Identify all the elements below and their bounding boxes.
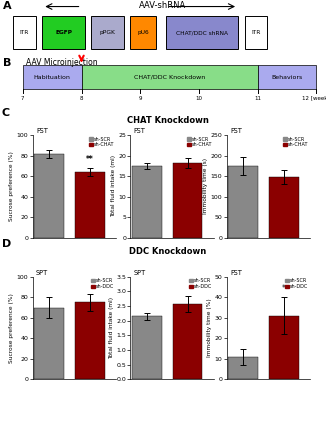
Bar bbox=[132, 317, 162, 379]
Bar bbox=[75, 172, 105, 238]
Text: FST: FST bbox=[134, 128, 146, 134]
FancyBboxPatch shape bbox=[166, 17, 238, 49]
Legend: sh-SCR, sh-CHAT: sh-SCR, sh-CHAT bbox=[88, 136, 115, 148]
Bar bbox=[229, 166, 258, 238]
Text: 9: 9 bbox=[139, 96, 142, 101]
Text: 8: 8 bbox=[80, 96, 83, 101]
Bar bbox=[269, 316, 299, 379]
FancyBboxPatch shape bbox=[5, 108, 326, 134]
Text: B: B bbox=[3, 58, 12, 68]
Text: C: C bbox=[2, 108, 10, 118]
Legend: sh-SCR, sh-DDC: sh-SCR, sh-DDC bbox=[90, 277, 115, 290]
FancyBboxPatch shape bbox=[130, 17, 156, 49]
Y-axis label: Total fluid intake (ml): Total fluid intake (ml) bbox=[111, 155, 116, 218]
Legend: sh-SCR, sh-CHAT: sh-SCR, sh-CHAT bbox=[282, 136, 309, 148]
Text: 11: 11 bbox=[254, 96, 261, 101]
Legend: sh-SCR, sh-DDC: sh-SCR, sh-DDC bbox=[284, 277, 309, 290]
Legend: sh-SCR, sh-CHAT: sh-SCR, sh-CHAT bbox=[186, 136, 213, 148]
Text: FST: FST bbox=[230, 128, 242, 134]
Text: FST: FST bbox=[230, 270, 242, 276]
Text: D: D bbox=[2, 239, 11, 249]
Bar bbox=[173, 304, 202, 379]
FancyBboxPatch shape bbox=[13, 17, 36, 49]
Text: pPGK: pPGK bbox=[100, 30, 115, 35]
FancyBboxPatch shape bbox=[244, 17, 267, 49]
Text: Habituation: Habituation bbox=[34, 75, 71, 80]
Text: AAV-shRNA: AAV-shRNA bbox=[140, 0, 186, 10]
Text: ITR: ITR bbox=[20, 30, 29, 35]
Text: Behaviors: Behaviors bbox=[271, 75, 303, 80]
Bar bbox=[229, 357, 258, 379]
Bar bbox=[35, 153, 64, 238]
Y-axis label: Sucrose preference (%): Sucrose preference (%) bbox=[9, 293, 14, 363]
Text: pU6: pU6 bbox=[138, 30, 149, 35]
Text: 7: 7 bbox=[21, 96, 24, 101]
Y-axis label: Immobility time (s): Immobility time (s) bbox=[203, 158, 208, 215]
Y-axis label: Total fluid intake (ml): Total fluid intake (ml) bbox=[109, 297, 113, 359]
FancyBboxPatch shape bbox=[258, 65, 316, 89]
Text: 12 [week]: 12 [week] bbox=[303, 96, 326, 101]
FancyBboxPatch shape bbox=[82, 65, 258, 89]
Text: AAV Microinjection: AAV Microinjection bbox=[26, 58, 98, 67]
Text: CHAT/DDC Knockdown: CHAT/DDC Knockdown bbox=[134, 75, 205, 80]
Bar bbox=[35, 308, 64, 379]
Text: EGFP: EGFP bbox=[55, 30, 72, 35]
Text: SPT: SPT bbox=[36, 270, 48, 276]
FancyBboxPatch shape bbox=[91, 17, 124, 49]
Text: FST: FST bbox=[36, 128, 48, 134]
Legend: sh-SCR, sh-DDC: sh-SCR, sh-DDC bbox=[188, 277, 213, 290]
Y-axis label: Sucrose preference (%): Sucrose preference (%) bbox=[9, 151, 14, 221]
FancyBboxPatch shape bbox=[42, 17, 85, 49]
Text: A: A bbox=[3, 1, 12, 11]
Bar bbox=[132, 166, 162, 238]
Text: *: * bbox=[282, 284, 286, 293]
Text: ITR: ITR bbox=[251, 30, 260, 35]
Bar bbox=[75, 303, 105, 379]
Text: SPT: SPT bbox=[134, 270, 146, 276]
Text: CHAT Knockdown: CHAT Knockdown bbox=[127, 116, 209, 126]
FancyBboxPatch shape bbox=[23, 65, 82, 89]
Text: DDC Knockdown: DDC Knockdown bbox=[129, 247, 206, 256]
FancyBboxPatch shape bbox=[5, 238, 326, 265]
Text: CHAT/DDC shRNA: CHAT/DDC shRNA bbox=[176, 30, 228, 35]
Bar bbox=[269, 177, 299, 238]
Text: **: ** bbox=[86, 155, 94, 164]
Text: 10: 10 bbox=[195, 96, 202, 101]
Bar bbox=[173, 163, 202, 238]
Y-axis label: Immobility time (%): Immobility time (%) bbox=[207, 299, 212, 358]
